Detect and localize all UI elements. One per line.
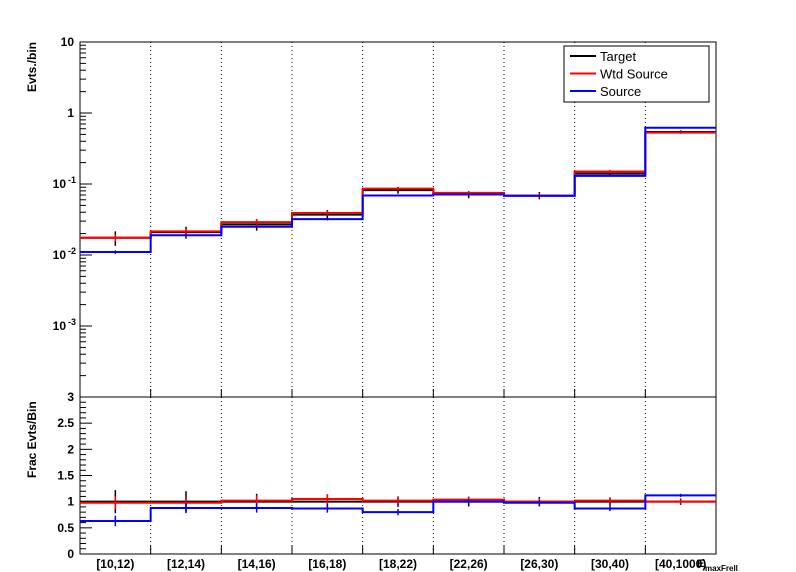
x-category-label: [12,14) [167, 557, 205, 571]
y-tick-label: 0 [67, 547, 74, 561]
x-category-label: [18,22) [379, 557, 417, 571]
bottom-panel-frame [79, 396, 717, 555]
series-line-wtd-source [80, 131, 716, 239]
x-axis-title-subscript: maxFrell [705, 564, 738, 572]
x-category-label: [40,1000) [655, 557, 706, 571]
y-tick-label: 10 [53, 319, 67, 333]
y-tick-label: 1 [67, 495, 74, 509]
legend-entry: Source [600, 84, 641, 99]
y-tick-label: 0.5 [57, 521, 74, 535]
x-category-label: [30,40) [591, 557, 629, 571]
y-tick-label: 1 [67, 106, 74, 120]
bottom-y-axis-title: Frac Evts/Bin [25, 401, 39, 478]
y-tick-exponent: -2 [68, 246, 76, 256]
top-y-axis-title: Evts./bin [25, 42, 39, 92]
legend-entry: Wtd Source [600, 67, 668, 82]
y-tick-label: 2 [67, 442, 74, 456]
legend-entry: Target [600, 49, 637, 64]
series-line-target [80, 131, 716, 239]
y-tick-label: 10 [53, 248, 67, 262]
x-category-label: [14,16) [238, 557, 276, 571]
series-line-source [80, 494, 716, 523]
x-category-label: [22,26) [450, 557, 488, 571]
y-tick-label: 10 [53, 177, 67, 191]
y-tick-label: 1.5 [57, 469, 74, 483]
x-category-label: [16,18) [308, 557, 346, 571]
x-category-label: [26,30) [520, 557, 558, 571]
series-line-wtd-source [80, 498, 716, 504]
legend: Target Wtd Source Source [563, 45, 710, 103]
x-axis-title: E [697, 558, 704, 570]
x-category-label: [10,12) [96, 557, 134, 571]
bottom-panel: 0 0.5 1 1.5 2 2.5 3 Frac Evts/Bin [10,12) [12,14)… [25, 390, 738, 572]
y-tick-label: 2.5 [57, 416, 74, 430]
y-tick-exponent: -1 [68, 175, 76, 185]
y-tick-label: 3 [67, 390, 74, 404]
y-tick-exponent: -3 [68, 317, 76, 327]
y-tick-label: 10 [61, 35, 75, 49]
